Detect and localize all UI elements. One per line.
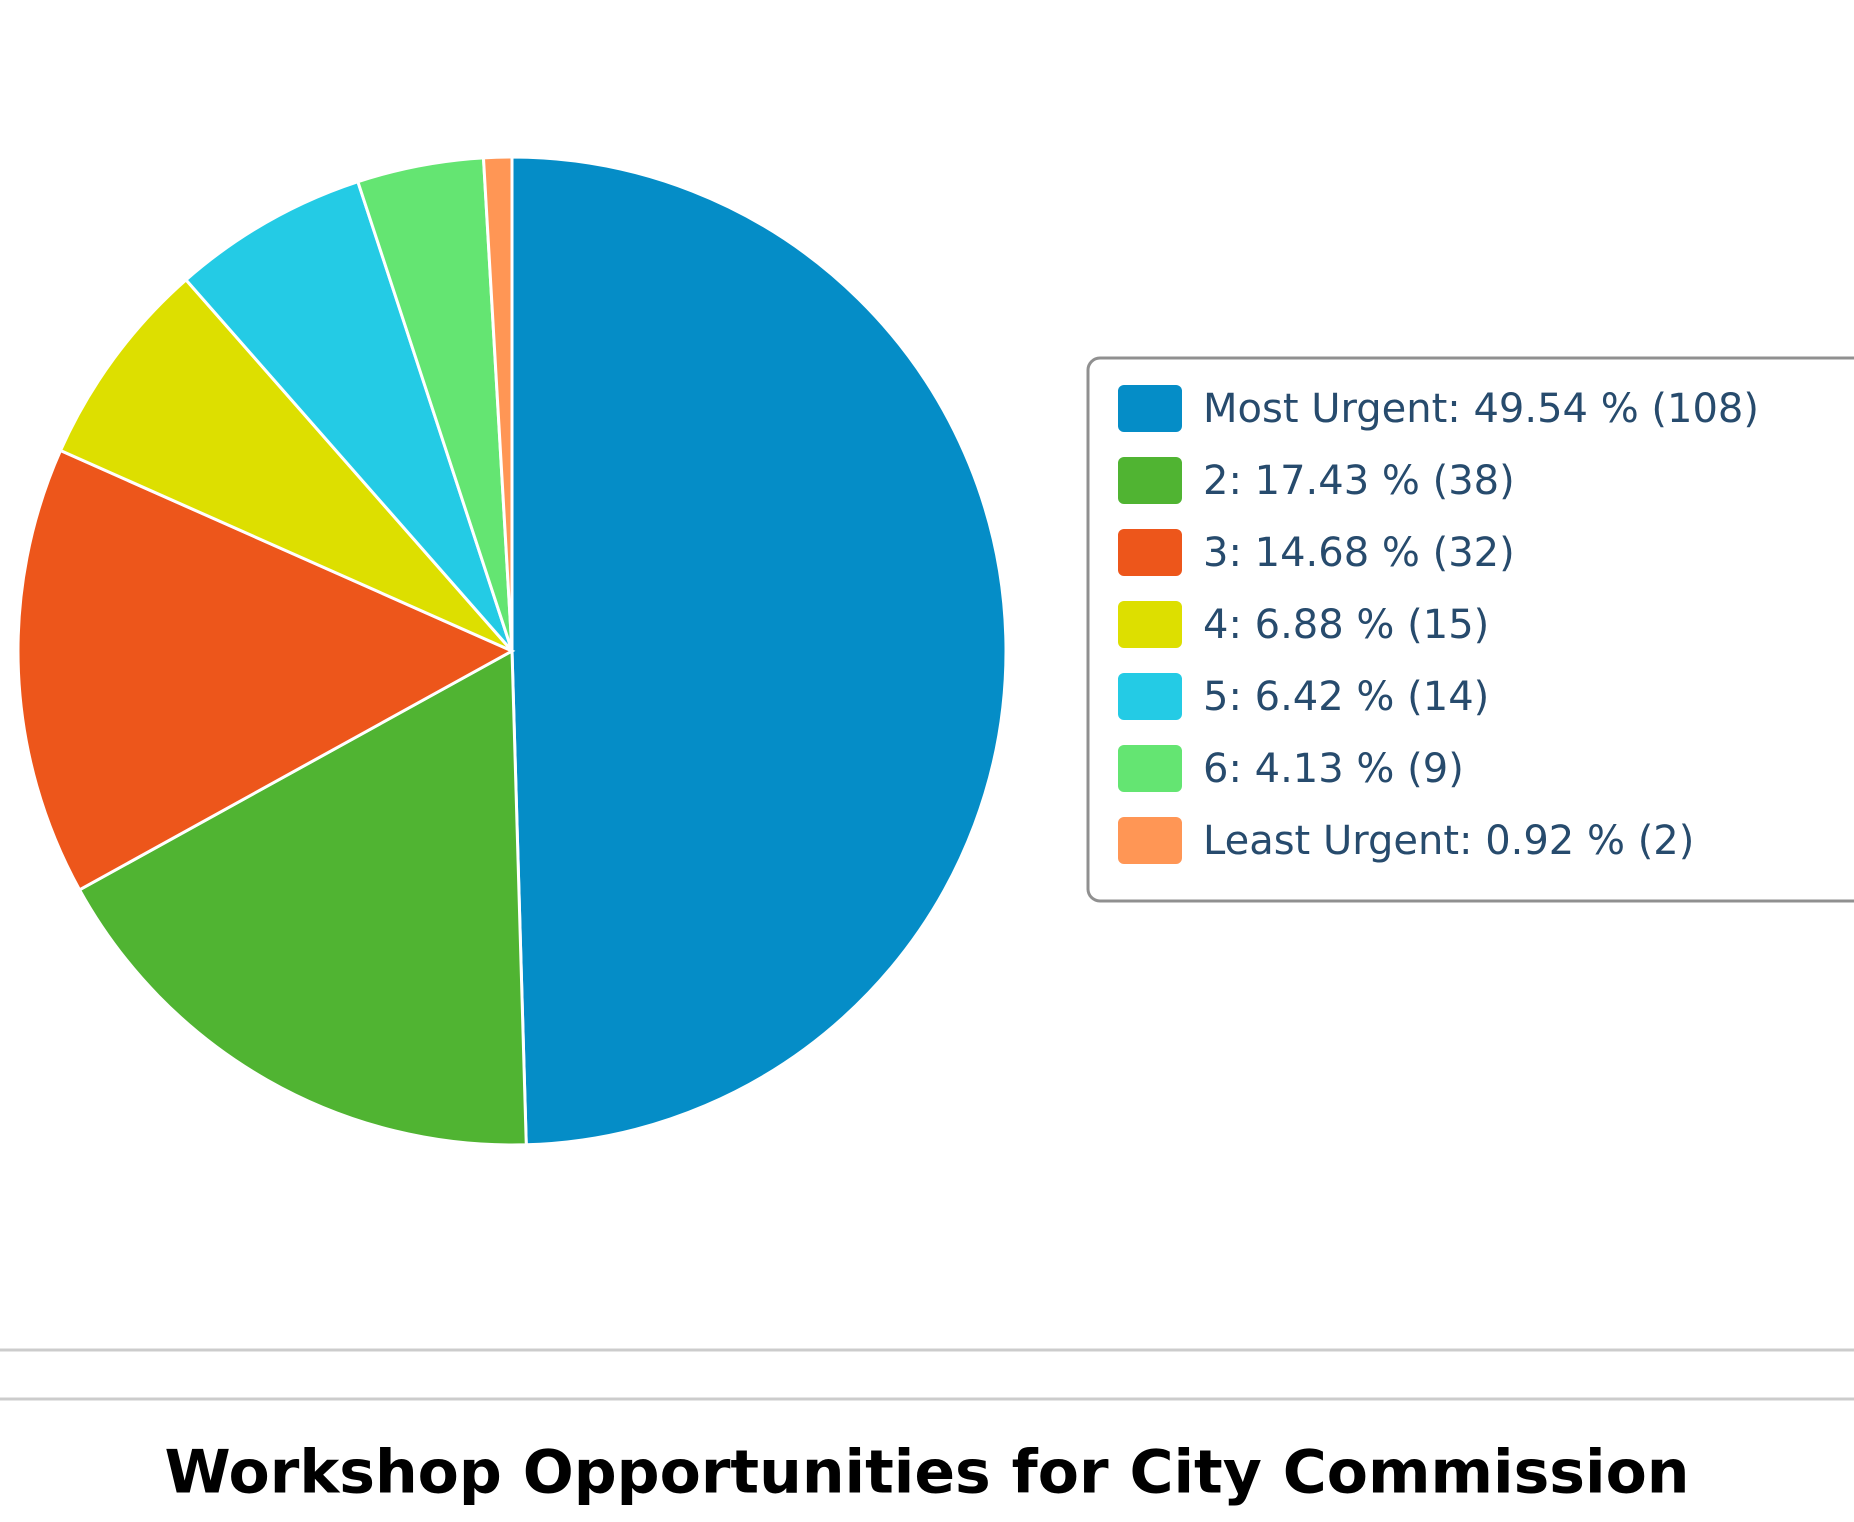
legend-swatch	[1118, 673, 1182, 720]
legend-swatch	[1118, 385, 1182, 432]
legend-swatch	[1118, 601, 1182, 648]
legend-swatch	[1118, 817, 1182, 864]
legend-box	[1086, 356, 1854, 903]
pie-slice	[481, 155, 514, 652]
legend-swatch	[1118, 457, 1182, 504]
legend-swatch	[1118, 529, 1182, 576]
pie-slice	[510, 155, 1008, 1147]
legend-label: 4: 6.88 % (15)	[1203, 602, 1489, 648]
legend-label: 5: 6.42 % (14)	[1203, 674, 1489, 720]
pie-slice	[183, 179, 514, 652]
legend-label: 3: 14.68 % (32)	[1203, 530, 1515, 576]
pie-slice	[58, 277, 514, 653]
legend-label: Most Urgent: 49.54 % (108)	[1203, 386, 1759, 432]
legend-label: 6: 4.13 % (9)	[1203, 746, 1464, 792]
pie-slice	[16, 448, 516, 892]
legend-swatch	[1118, 745, 1182, 792]
pie-slice	[77, 648, 528, 1147]
legend-label: Least Urgent: 0.92 % (2)	[1203, 818, 1694, 864]
legend-label: 2: 17.43 % (38)	[1203, 458, 1515, 504]
chart-title: Workshop Opportunities for City Commissi…	[164, 1438, 1689, 1508]
